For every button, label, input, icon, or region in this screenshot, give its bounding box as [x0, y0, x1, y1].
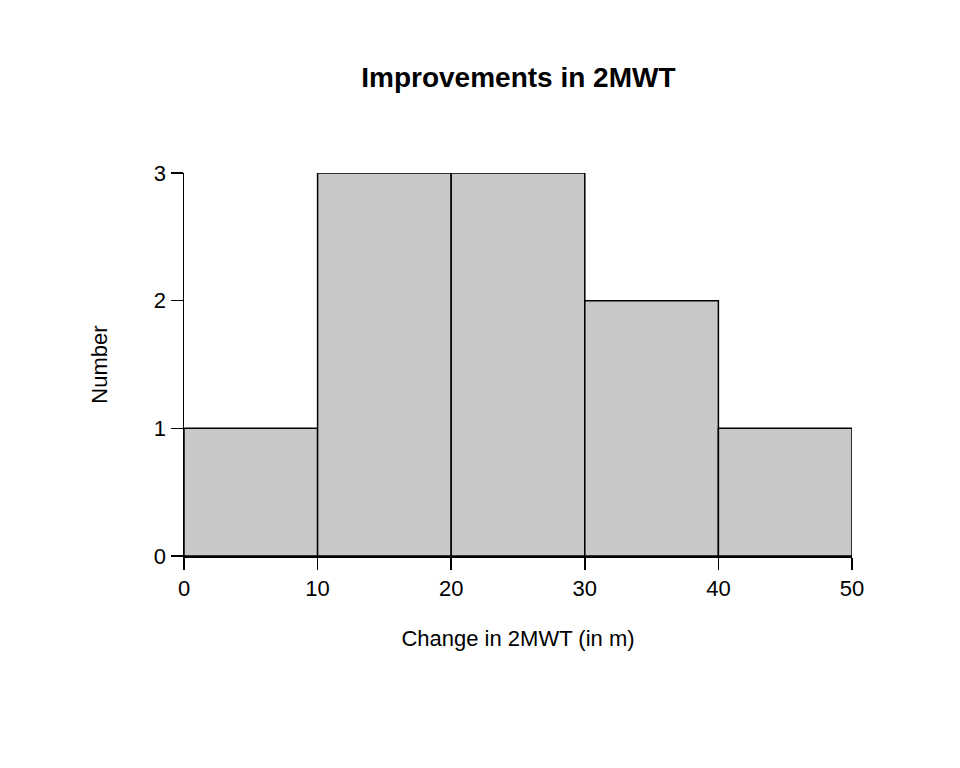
svg-text:40: 40 [706, 576, 730, 601]
svg-text:10: 10 [305, 576, 329, 601]
svg-text:0: 0 [154, 544, 166, 569]
svg-text:30: 30 [573, 576, 597, 601]
svg-text:1: 1 [154, 416, 166, 441]
svg-text:Number: Number [87, 325, 112, 403]
svg-text:20: 20 [439, 576, 463, 601]
svg-text:3: 3 [154, 161, 166, 186]
svg-text:Improvements in 2MWT: Improvements in 2MWT [361, 62, 675, 93]
svg-text:0: 0 [178, 576, 190, 601]
svg-text:50: 50 [840, 576, 864, 601]
svg-text:Change in 2MWT (in m): Change in 2MWT (in m) [401, 626, 634, 651]
svg-text:2: 2 [154, 288, 166, 313]
